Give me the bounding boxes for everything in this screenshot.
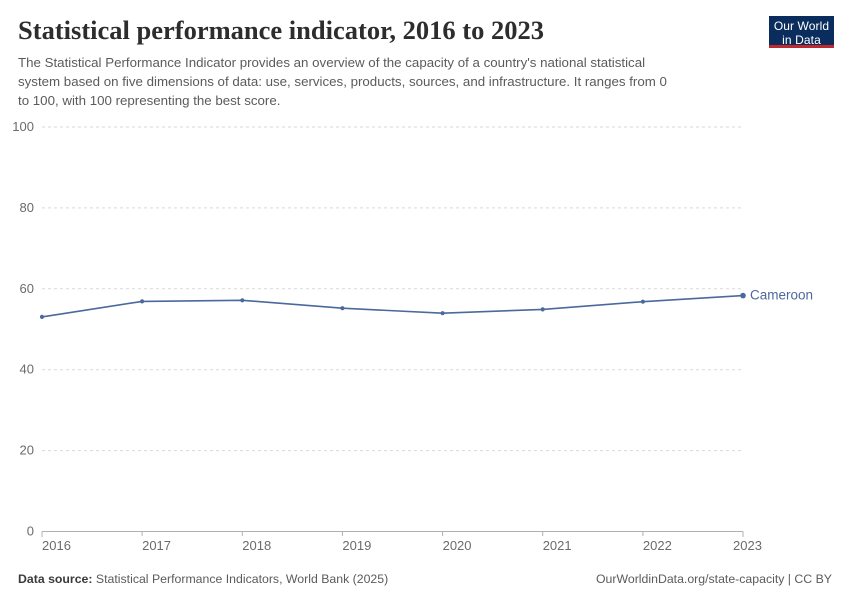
svg-text:2019: 2019 [342,538,371,553]
svg-text:2022: 2022 [643,538,672,553]
svg-text:60: 60 [20,281,34,296]
svg-text:2016: 2016 [42,538,71,553]
svg-text:2018: 2018 [242,538,271,553]
svg-text:2023: 2023 [733,538,762,553]
svg-text:40: 40 [20,362,34,377]
svg-text:2017: 2017 [142,538,171,553]
svg-text:2020: 2020 [443,538,472,553]
svg-text:100: 100 [12,119,34,134]
svg-text:0: 0 [27,524,34,539]
svg-text:20: 20 [20,443,34,458]
svg-text:80: 80 [20,200,34,215]
svg-text:2021: 2021 [543,538,572,553]
svg-text:Cameroon: Cameroon [750,288,813,303]
